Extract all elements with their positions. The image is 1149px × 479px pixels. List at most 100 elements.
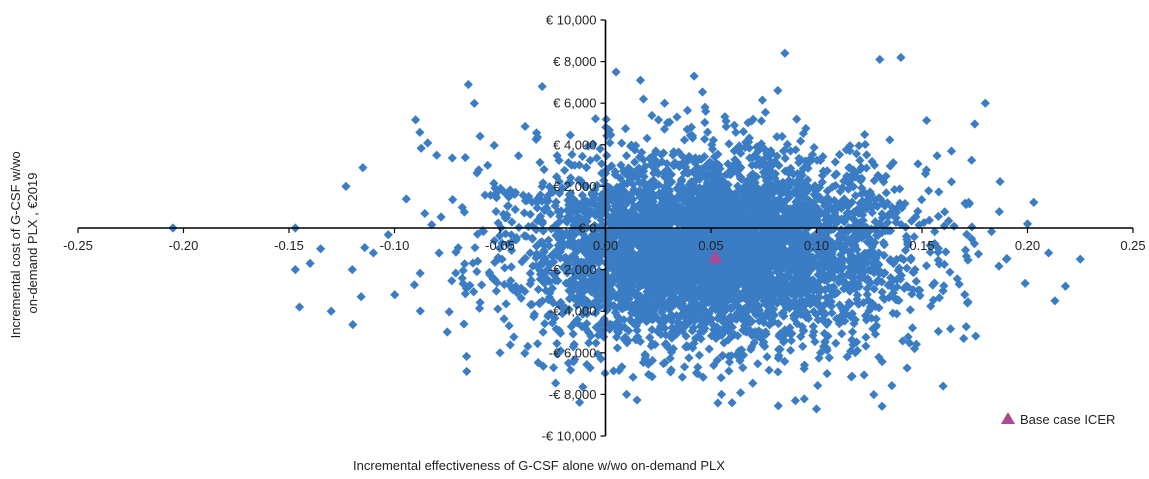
simulation-point <box>540 278 550 289</box>
simulation-point <box>738 292 748 303</box>
simulation-point <box>520 253 531 263</box>
simulation-point <box>527 234 538 244</box>
simulation-point <box>554 235 565 245</box>
simulation-point <box>869 175 879 186</box>
simulation-point <box>851 149 862 159</box>
simulation-point <box>578 243 588 253</box>
simulation-point <box>1029 197 1039 207</box>
simulation-point <box>701 269 712 280</box>
simulation-point <box>796 290 806 300</box>
simulation-point <box>792 114 802 124</box>
simulation-point <box>842 352 852 362</box>
simulation-point <box>971 331 981 341</box>
simulation-point <box>773 401 783 411</box>
simulation-point <box>623 270 633 280</box>
simulation-point <box>661 268 671 278</box>
simulation-point <box>769 227 779 237</box>
simulation-point <box>773 85 783 96</box>
simulation-point <box>859 266 870 277</box>
simulation-point <box>877 213 888 223</box>
simulation-point <box>648 264 658 274</box>
simulation-point <box>705 157 715 167</box>
simulation-point <box>731 272 741 282</box>
simulation-point <box>714 292 724 302</box>
simulation-point <box>896 270 906 280</box>
simulation-point <box>781 251 791 261</box>
simulation-point <box>759 154 769 164</box>
simulation-point <box>688 323 699 333</box>
simulation-point <box>797 302 808 312</box>
simulation-point <box>557 228 567 238</box>
simulation-point <box>661 330 671 340</box>
simulation-point <box>591 338 601 348</box>
simulation-point <box>554 217 564 227</box>
simulation-point <box>546 259 556 269</box>
simulation-point <box>468 258 478 268</box>
simulation-point <box>819 328 830 339</box>
simulation-point <box>708 182 719 192</box>
simulation-point <box>702 127 713 137</box>
simulation-point <box>623 163 634 173</box>
simulation-point <box>882 198 893 208</box>
simulation-point <box>801 288 812 298</box>
simulation-point <box>995 176 1005 187</box>
simulation-point <box>784 175 794 185</box>
simulation-point <box>605 324 615 334</box>
simulation-point <box>822 202 833 212</box>
simulation-point <box>759 312 770 322</box>
simulation-point <box>733 287 743 297</box>
simulation-point <box>647 339 658 349</box>
simulation-point <box>714 160 724 170</box>
simulation-point <box>684 293 694 303</box>
simulation-point <box>538 259 548 269</box>
simulation-point <box>680 279 690 289</box>
simulation-point <box>699 320 709 330</box>
simulation-point <box>776 248 786 258</box>
simulation-point <box>743 194 753 204</box>
simulation-point <box>553 349 563 359</box>
simulation-point <box>804 278 814 288</box>
simulation-point <box>700 134 710 144</box>
simulation-point <box>731 226 741 237</box>
simulation-point <box>708 212 719 222</box>
simulation-point <box>586 331 596 341</box>
simulation-point <box>755 216 766 226</box>
simulation-point <box>663 185 674 195</box>
simulation-point <box>676 298 686 308</box>
simulation-point <box>544 241 554 251</box>
simulation-point <box>854 259 864 269</box>
simulation-point <box>855 155 865 165</box>
simulation-point <box>714 200 725 210</box>
simulation-point <box>742 178 752 189</box>
simulation-point <box>815 286 825 296</box>
simulation-point <box>751 229 761 239</box>
simulation-point <box>724 357 735 367</box>
simulation-point <box>747 160 757 170</box>
simulation-point <box>685 271 695 281</box>
simulation-point <box>593 238 603 248</box>
simulation-point <box>677 211 687 221</box>
simulation-point <box>945 267 955 277</box>
simulation-point <box>823 226 834 236</box>
simulation-point <box>687 133 698 143</box>
simulation-point <box>657 307 667 317</box>
simulation-point <box>609 198 619 208</box>
simulation-point <box>635 75 646 85</box>
simulation-point <box>536 250 546 260</box>
simulation-point <box>698 200 708 210</box>
simulation-point <box>598 191 608 202</box>
simulation-point <box>558 263 568 273</box>
simulation-point <box>542 203 552 213</box>
simulation-point <box>907 323 918 333</box>
simulation-point <box>720 278 730 288</box>
simulation-point <box>577 151 588 162</box>
simulation-point <box>649 160 659 170</box>
simulation-point <box>612 194 622 204</box>
simulation-point <box>805 183 815 193</box>
simulation-point <box>862 150 872 160</box>
simulation-point <box>913 159 923 169</box>
simulation-point <box>674 313 685 323</box>
simulation-point <box>688 178 699 188</box>
simulation-point <box>616 296 626 306</box>
simulation-point <box>963 255 973 265</box>
